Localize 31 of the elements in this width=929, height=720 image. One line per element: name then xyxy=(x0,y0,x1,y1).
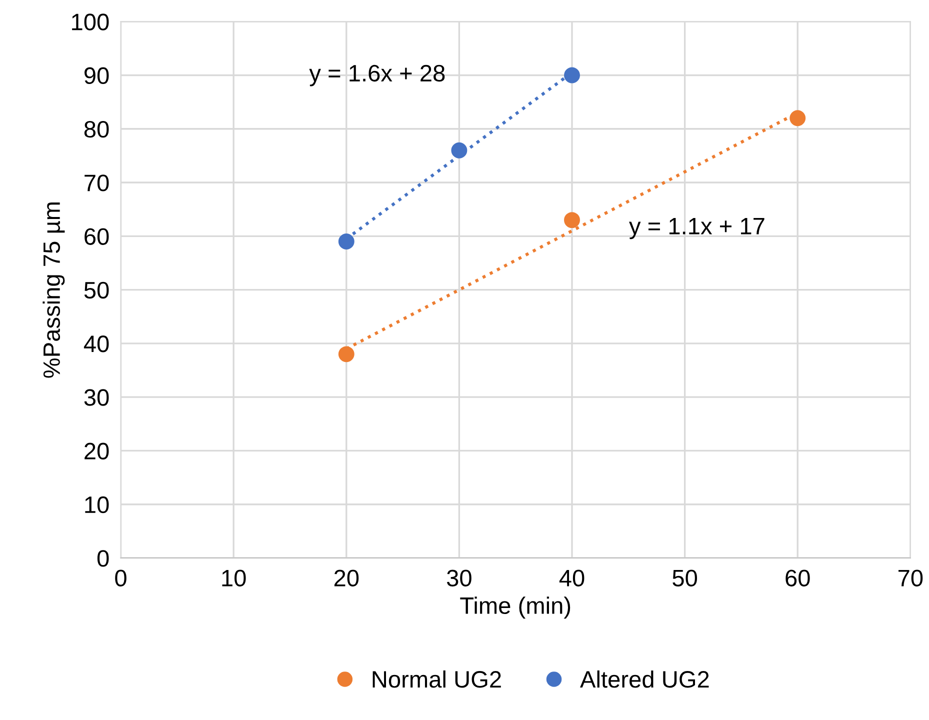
x-tick-label: 0 xyxy=(115,570,126,586)
x-tick-label: 60 xyxy=(786,570,810,586)
y-tick-label: 10 xyxy=(85,496,109,514)
y-tick-label: 60 xyxy=(84,228,109,245)
y-tick-label: 70 xyxy=(84,174,109,192)
y-tick-label: 90 xyxy=(84,67,109,84)
y-tick-label: 20 xyxy=(84,442,109,460)
point xyxy=(564,67,580,84)
y-tick-label: 80 xyxy=(84,120,109,138)
point xyxy=(338,234,354,250)
y-tick-label: 50 xyxy=(84,282,109,299)
y-tick-label: 30 xyxy=(84,389,109,406)
x-tick-label: 40 xyxy=(559,570,584,586)
x-tick-label: 10 xyxy=(222,570,246,586)
point xyxy=(564,212,580,228)
y-tick-label: 40 xyxy=(84,336,109,352)
y-axis-title: %Passing 75 µm xyxy=(42,202,65,378)
annotation: y = 1.6x + 28 xyxy=(309,64,445,86)
point xyxy=(790,110,806,126)
x-axis-title: Time (min) xyxy=(460,596,570,619)
y-tick-label: 0 xyxy=(97,550,109,567)
point xyxy=(338,346,354,362)
annotation: y = 1.1x + 17 xyxy=(629,218,764,240)
legend-label: Altered UG2 xyxy=(580,670,709,688)
x-tick-label: 20 xyxy=(334,570,359,586)
x-tick-label: 70 xyxy=(898,570,923,586)
point xyxy=(451,142,468,158)
y-tick-label: 100 xyxy=(72,14,109,30)
x-tick-label: 50 xyxy=(672,570,698,586)
legend-label: Normal UG2 xyxy=(372,670,501,688)
x-tick-label: 30 xyxy=(446,570,472,586)
